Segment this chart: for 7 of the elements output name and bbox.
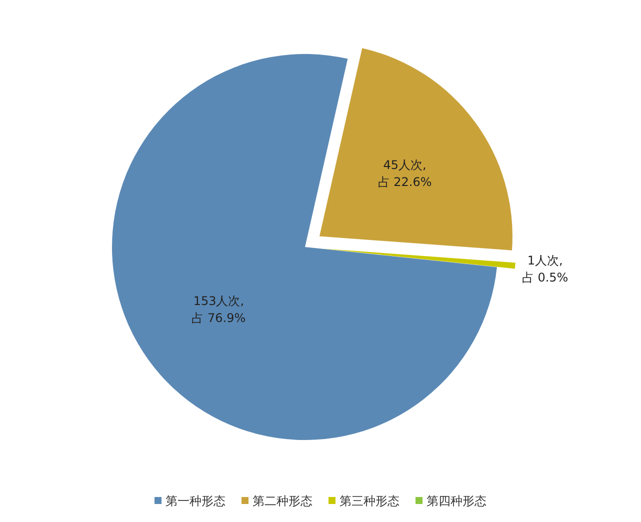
legend-label: 第三种形态 (340, 494, 400, 508)
data-label: 45人次, 占 22.6% (378, 158, 432, 190)
legend-label: 第一种形态 (166, 494, 226, 508)
data-label: 1人次, 占 0.5% (522, 253, 568, 284)
legend-label: 第四种形态 (426, 494, 486, 508)
legend-label: 第二种形态 (252, 494, 312, 508)
data-label: 153人次, 占 76.9% (192, 294, 246, 325)
